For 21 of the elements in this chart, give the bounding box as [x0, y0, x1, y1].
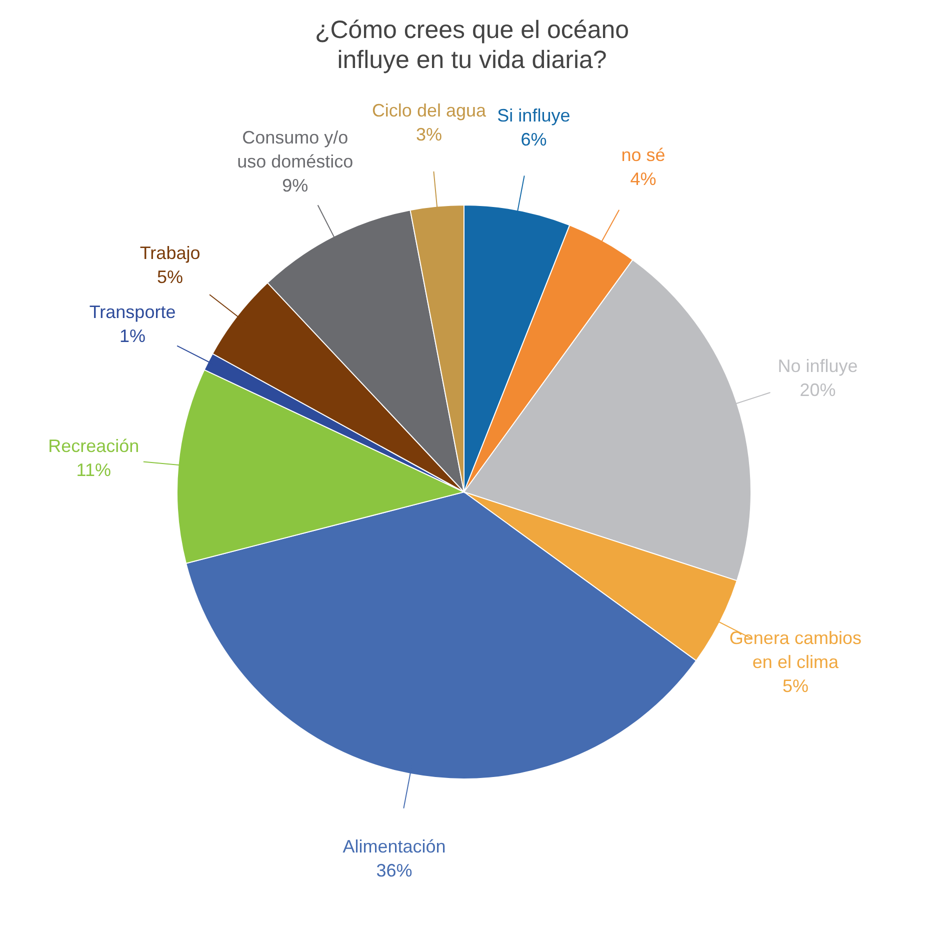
slice-label: Transporte — [89, 302, 176, 322]
slice-label: Trabajo — [140, 243, 200, 263]
slice-label: no sé — [621, 145, 666, 166]
data-label: 6% — [520, 130, 547, 150]
slice-label: Recreación — [48, 436, 140, 456]
slice-label: Ciclo del agua — [372, 100, 488, 121]
data-label: 5% — [157, 267, 184, 287]
slice-label: Genera cambios en el clima — [729, 628, 862, 672]
data-label: 11% — [76, 460, 112, 480]
data-label: 1% — [120, 326, 146, 346]
slice-label: Si influye — [497, 106, 570, 126]
slice-label: No influye — [778, 356, 858, 376]
data-label: 3% — [416, 124, 442, 145]
data-label: 4% — [630, 169, 656, 190]
chart-title: ¿Cómo crees que el océano influye en tu vida diaria? — [314, 16, 630, 74]
data-label: 20% — [800, 380, 836, 400]
slice-label: Alimentación — [342, 836, 446, 856]
data-label: 36% — [376, 860, 412, 880]
slice-label: Consumo y/o uso doméstico — [237, 128, 354, 172]
data-label: 5% — [782, 676, 808, 696]
data-label: 9% — [282, 176, 308, 196]
